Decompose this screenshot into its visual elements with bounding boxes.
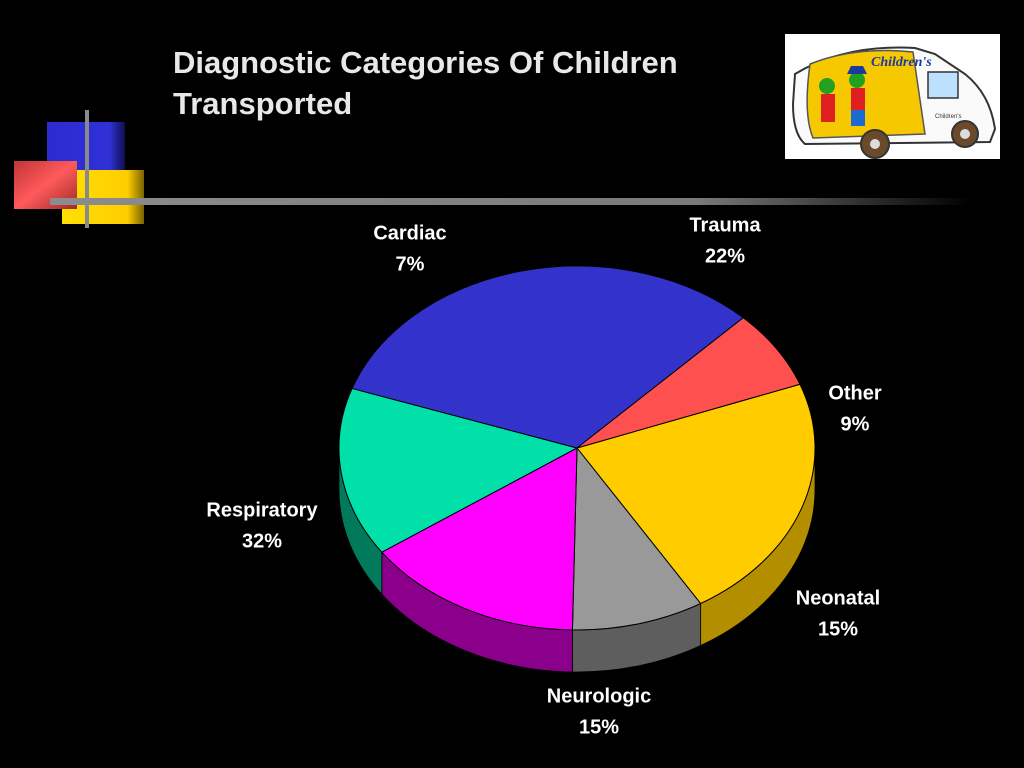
pie-slice-trauma [576,383,816,605]
slice-label-other: Other [828,382,882,404]
slice-value-other: 9% [841,413,870,435]
slice-value-neonatal: 15% [818,618,858,640]
pie-slice-neonatal [381,447,578,631]
pie-tops [338,265,816,631]
childrens-van-logo: Children's Children's [785,34,1000,159]
logo-subtext: Children's [935,114,962,120]
pie-slice-other [571,446,702,631]
decorative-squares [14,110,144,228]
slice-label-neurologic: Neurologic [547,685,651,707]
logo-text: Children's [871,55,932,70]
pie-slice-neurologic [338,387,579,553]
slide-title-line1: Diagnostic Categories Of Children [173,45,678,80]
slice-label-neonatal: Neonatal [796,587,880,609]
slide-title-line2: Transported [173,86,353,121]
deco-vertical-line [85,110,89,228]
slice-label-respiratory: Respiratory [206,499,318,521]
slice-value-neurologic: 15% [579,716,619,738]
title-divider [50,198,972,205]
slice-value-respiratory: 32% [242,530,282,552]
pie-slice-cardiac [576,317,801,449]
slice-value-trauma: 22% [705,245,745,267]
pie-labels: Trauma 22% Other 9% Neonatal 15% Neurologic 15%… [206,214,881,738]
slice-value-cardiac: 7% [396,253,425,275]
slice-label-cardiac: Cardiac [373,222,446,244]
slice-label-trauma: Trauma [689,214,761,236]
slide-title: Diagnostic Categories Of Children Transp… [173,42,773,124]
pie-slice-respiratory [351,265,745,449]
